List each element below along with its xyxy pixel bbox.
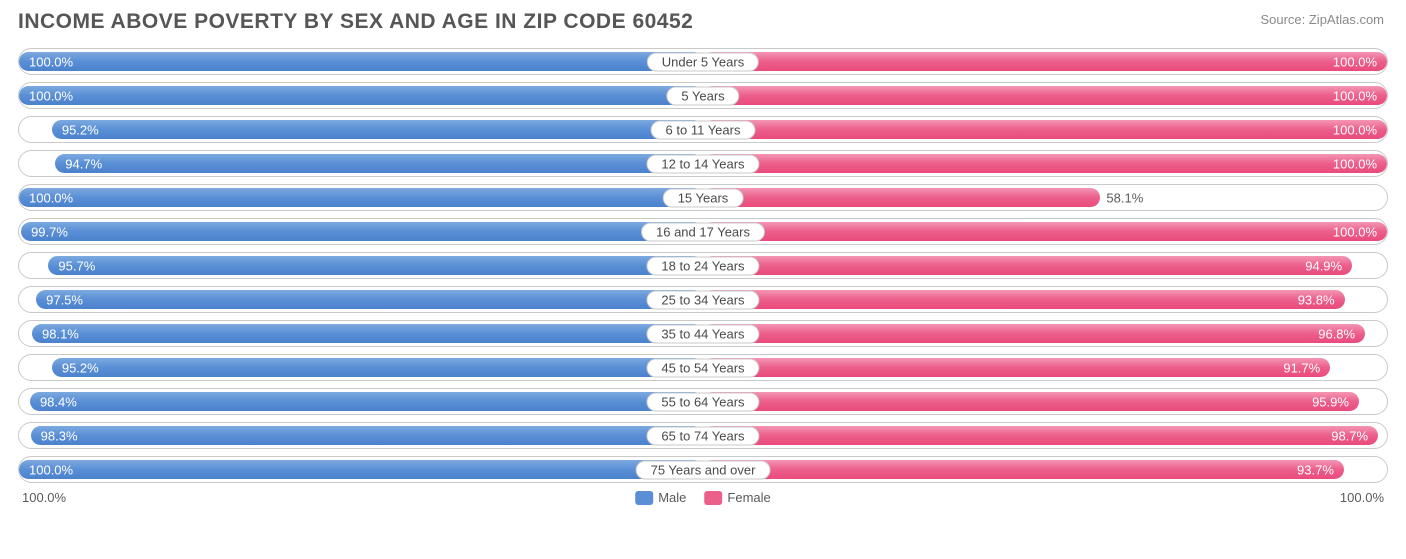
female-value: 100.0% bbox=[1333, 224, 1377, 239]
male-bar: 100.0% bbox=[19, 460, 703, 479]
female-bar: 93.8% bbox=[703, 290, 1345, 309]
female-value: 58.1% bbox=[1106, 190, 1143, 205]
male-bar: 95.7% bbox=[48, 256, 703, 275]
male-bar: 100.0% bbox=[19, 86, 703, 105]
chart-row: 95.2% 100.0% 6 to 11 Years bbox=[18, 116, 1388, 143]
male-value: 98.3% bbox=[41, 428, 78, 443]
female-bar: 93.7% bbox=[703, 460, 1344, 479]
x-axis: 100.0% Male Female 100.0% bbox=[18, 490, 1388, 510]
female-value: 100.0% bbox=[1333, 54, 1377, 69]
male-value: 99.7% bbox=[31, 224, 68, 239]
chart-row: 95.7% 94.9% 18 to 24 Years bbox=[18, 252, 1388, 279]
female-bar: 91.7% bbox=[703, 358, 1330, 377]
category-label: 55 to 64 Years bbox=[646, 392, 759, 411]
category-label: 16 and 17 Years bbox=[641, 222, 765, 241]
female-bar: 100.0% bbox=[703, 120, 1387, 139]
male-bar: 99.7% bbox=[21, 222, 703, 241]
source-attribution: Source: ZipAtlas.com bbox=[1260, 12, 1384, 27]
category-label: Under 5 Years bbox=[647, 52, 759, 71]
legend-label-male: Male bbox=[658, 490, 686, 505]
female-value: 96.8% bbox=[1318, 326, 1355, 341]
male-bar: 94.7% bbox=[55, 154, 703, 173]
male-bar: 95.2% bbox=[52, 120, 703, 139]
chart-row: 97.5% 93.8% 25 to 34 Years bbox=[18, 286, 1388, 313]
legend-item-female: Female bbox=[704, 490, 770, 505]
female-value: 94.9% bbox=[1305, 258, 1342, 273]
female-bar: 95.9% bbox=[703, 392, 1359, 411]
female-value: 100.0% bbox=[1333, 156, 1377, 171]
category-label: 12 to 14 Years bbox=[646, 154, 759, 173]
female-bar: 100.0% bbox=[703, 154, 1387, 173]
female-bar: 96.8% bbox=[703, 324, 1365, 343]
male-value: 98.1% bbox=[42, 326, 79, 341]
female-value: 93.8% bbox=[1298, 292, 1335, 307]
female-bar: 98.7% bbox=[703, 426, 1378, 445]
category-label: 65 to 74 Years bbox=[646, 426, 759, 445]
female-value: 100.0% bbox=[1333, 88, 1377, 103]
female-value: 98.7% bbox=[1331, 428, 1368, 443]
category-label: 5 Years bbox=[666, 86, 739, 105]
male-bar: 95.2% bbox=[52, 358, 703, 377]
male-value: 97.5% bbox=[46, 292, 83, 307]
category-label: 15 Years bbox=[663, 188, 744, 207]
category-label: 18 to 24 Years bbox=[646, 256, 759, 275]
male-swatch-icon bbox=[635, 491, 653, 505]
female-bar: 58.1% bbox=[703, 188, 1100, 207]
chart-row: 100.0% 93.7% 75 Years and over bbox=[18, 456, 1388, 483]
diverging-bar-chart: 100.0% 100.0% Under 5 Years 100.0% 100.0% 5 Y… bbox=[18, 48, 1388, 483]
male-bar: 98.4% bbox=[30, 392, 703, 411]
female-bar: 100.0% bbox=[703, 222, 1387, 241]
male-value: 95.2% bbox=[62, 360, 99, 375]
axis-tick-left: 100.0% bbox=[22, 490, 66, 505]
category-label: 45 to 54 Years bbox=[646, 358, 759, 377]
chart-row: 98.3% 98.7% 65 to 74 Years bbox=[18, 422, 1388, 449]
male-bar: 98.3% bbox=[31, 426, 703, 445]
male-value: 98.4% bbox=[40, 394, 77, 409]
category-label: 6 to 11 Years bbox=[651, 120, 756, 139]
male-value: 100.0% bbox=[29, 88, 73, 103]
axis-tick-right: 100.0% bbox=[1340, 490, 1384, 505]
category-label: 25 to 34 Years bbox=[646, 290, 759, 309]
legend-item-male: Male bbox=[635, 490, 686, 505]
chart-row: 98.1% 96.8% 35 to 44 Years bbox=[18, 320, 1388, 347]
chart-row: 100.0%58.1%15 Years bbox=[18, 184, 1388, 211]
chart-row: 95.2% 91.7% 45 to 54 Years bbox=[18, 354, 1388, 381]
female-swatch-icon bbox=[704, 491, 722, 505]
female-value: 95.9% bbox=[1312, 394, 1349, 409]
female-bar: 94.9% bbox=[703, 256, 1352, 275]
chart-row: 94.7% 100.0% 12 to 14 Years bbox=[18, 150, 1388, 177]
female-value: 91.7% bbox=[1283, 360, 1320, 375]
female-bar: 100.0% bbox=[703, 52, 1387, 71]
chart-row: 98.4% 95.9% 55 to 64 Years bbox=[18, 388, 1388, 415]
male-bar: 97.5% bbox=[36, 290, 703, 309]
male-bar: 98.1% bbox=[32, 324, 703, 343]
chart-title: INCOME ABOVE POVERTY BY SEX AND AGE IN Z… bbox=[18, 10, 1388, 34]
male-value: 95.2% bbox=[62, 122, 99, 137]
male-value: 100.0% bbox=[29, 54, 73, 69]
male-bar: 100.0% bbox=[19, 52, 703, 71]
category-label: 75 Years and over bbox=[636, 460, 771, 479]
category-label: 35 to 44 Years bbox=[646, 324, 759, 343]
chart-row: 100.0% 100.0% 5 Years bbox=[18, 82, 1388, 109]
female-value: 93.7% bbox=[1297, 462, 1334, 477]
male-bar: 100.0% bbox=[19, 188, 703, 207]
female-value: 100.0% bbox=[1333, 122, 1377, 137]
chart-row: 99.7% 100.0% 16 and 17 Years bbox=[18, 218, 1388, 245]
male-value: 95.7% bbox=[58, 258, 95, 273]
male-value: 100.0% bbox=[29, 190, 73, 205]
male-value: 100.0% bbox=[29, 462, 73, 477]
male-value: 94.7% bbox=[65, 156, 102, 171]
legend-label-female: Female bbox=[727, 490, 770, 505]
female-bar: 100.0% bbox=[703, 86, 1387, 105]
chart-row: 100.0% 100.0% Under 5 Years bbox=[18, 48, 1388, 75]
legend: Male Female bbox=[635, 490, 771, 505]
